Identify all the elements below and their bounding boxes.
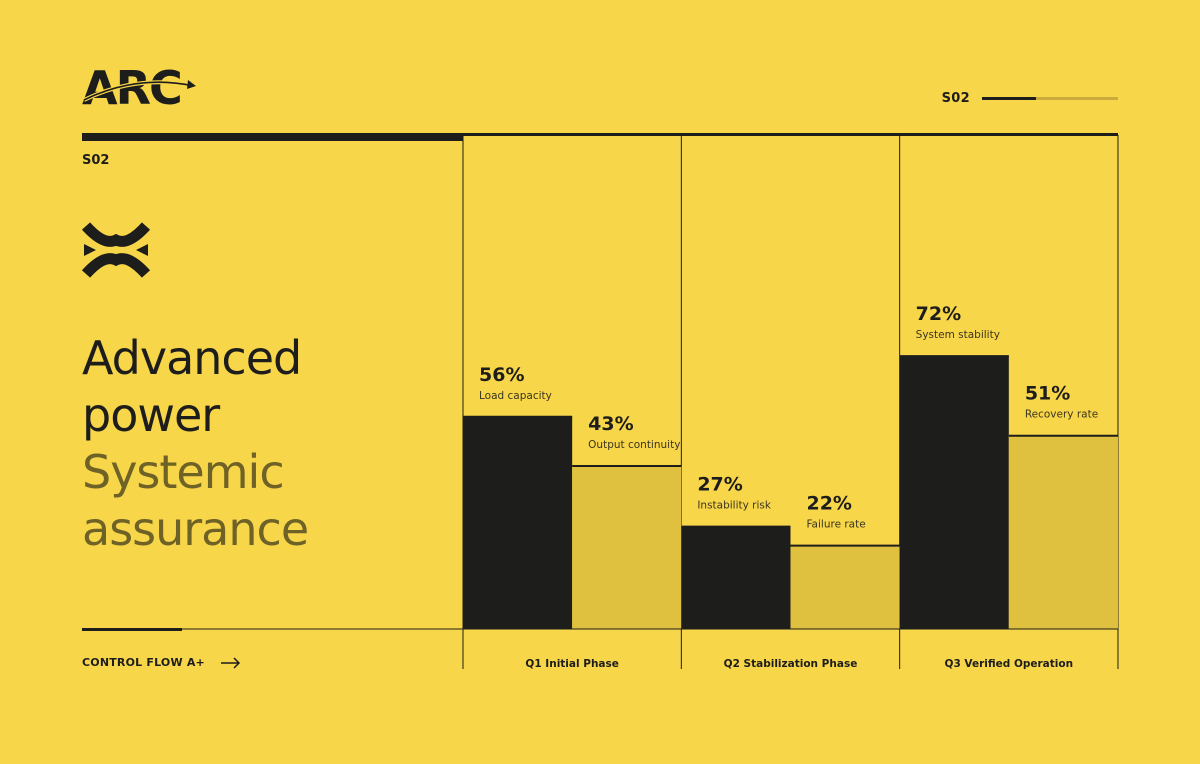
bar <box>681 526 791 629</box>
data-metric-label: System stability <box>916 329 1000 341</box>
bar <box>1008 435 1118 629</box>
headline-line-4: assurance <box>82 502 309 556</box>
control-flow-link[interactable]: CONTROL FLOW A+ <box>82 656 241 669</box>
brand-mark-icon <box>82 222 150 278</box>
data-value-label: 72% <box>916 303 961 325</box>
headline-line-1: Advanced <box>82 331 302 385</box>
headline-line-2: power <box>82 388 220 442</box>
data-value-label: 22% <box>806 493 851 515</box>
bar <box>790 545 900 629</box>
headline: Advanced power Systemic assurance <box>82 330 309 558</box>
control-flow-label: CONTROL FLOW A+ <box>82 656 205 669</box>
bar <box>899 356 1009 629</box>
header-divider <box>82 133 1118 136</box>
arc-logo: ARC <box>82 62 196 110</box>
data-value-label: 43% <box>588 413 633 435</box>
data-value-label: 51% <box>1025 383 1070 405</box>
section-progress-bar <box>982 97 1118 100</box>
section-indicator-label: S02 <box>941 91 970 106</box>
data-metric-label: Instability risk <box>697 500 772 512</box>
header-divider-accent <box>82 133 463 141</box>
section-code: S02 <box>82 153 110 168</box>
data-value-label: 27% <box>697 474 742 496</box>
headline-line-3: Systemic <box>82 445 285 499</box>
data-metric-label: Load capacity <box>479 390 552 402</box>
bar <box>572 466 682 629</box>
category-label: Q2 Stabilization Phase <box>724 658 858 670</box>
bar <box>463 416 573 629</box>
data-metric-label: Output continuity <box>588 439 680 451</box>
data-value-label: 56% <box>479 364 524 386</box>
data-metric-label: Failure rate <box>806 519 865 531</box>
arrow-right-icon <box>220 656 241 669</box>
section-progress-fill <box>982 97 1037 100</box>
category-label: Q3 Verified Operation <box>945 658 1074 670</box>
category-label: Q1 Initial Phase <box>525 658 618 670</box>
section-indicator: S02 <box>942 91 1118 106</box>
data-metric-label: Recovery rate <box>1025 409 1098 421</box>
